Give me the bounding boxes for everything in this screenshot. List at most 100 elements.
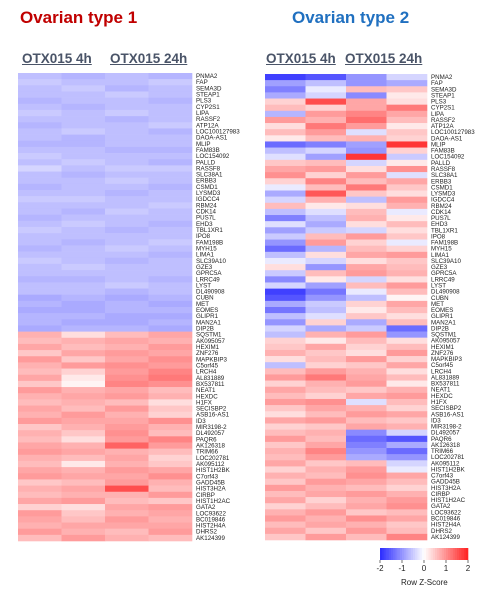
gene-label: IGDCC4 <box>431 197 455 204</box>
heatmap-cell <box>18 356 62 363</box>
heatmap-cell <box>61 374 106 382</box>
heatmap-cell <box>105 337 149 345</box>
heatmap-cell <box>148 257 193 265</box>
gene-label: AK095112 <box>431 460 460 467</box>
heatmap-cell <box>386 307 428 314</box>
heatmap-cell <box>61 307 106 314</box>
heatmap-cell <box>105 442 149 449</box>
heatmap-cell <box>148 368 193 376</box>
heatmap-cell <box>386 159 428 167</box>
panel2-title: Ovarian type 2 <box>292 8 410 27</box>
heatmap-cell <box>105 534 149 542</box>
heatmap-cell <box>346 215 387 222</box>
heatmap-cell <box>148 251 193 259</box>
color-key-swatch <box>428 548 431 560</box>
heatmap-cell <box>61 226 106 234</box>
gene-label: HEXDC <box>431 393 453 400</box>
heatmap-cell <box>148 270 193 277</box>
heatmap-cell <box>386 362 428 369</box>
heatmap-cell <box>386 294 428 302</box>
heatmap-cell <box>148 405 193 412</box>
heatmap-cell <box>18 276 62 283</box>
color-key-tick-label: -2 <box>376 564 384 573</box>
heatmap-cell <box>18 442 62 449</box>
heatmap-cell <box>105 313 149 320</box>
heatmap-cell <box>18 467 62 474</box>
heatmap-cell <box>148 146 193 154</box>
gene-label: CSMD1 <box>196 184 218 191</box>
heatmap-cell <box>265 282 306 289</box>
gene-label: LOC202781 <box>196 455 230 462</box>
color-key-swatch <box>432 548 436 560</box>
heatmap-cell <box>305 264 347 271</box>
heatmap-cell <box>148 196 193 203</box>
heatmap-cell <box>386 503 428 510</box>
gene-label: SEMA3D <box>431 86 457 93</box>
heatmap-cell <box>265 86 306 93</box>
heatmap-cell <box>305 429 347 437</box>
heatmap-cell <box>305 159 347 167</box>
heatmap-cell <box>148 448 193 456</box>
heatmap-cell <box>265 527 306 535</box>
heatmap-cell <box>61 417 106 425</box>
color-key-tick-label: -1 <box>398 564 406 573</box>
heatmap-cell <box>18 337 62 345</box>
gene-label: NEAT1 <box>431 387 451 394</box>
heatmap-cell <box>61 300 106 308</box>
heatmap-cell <box>105 171 149 178</box>
heatmap-cell <box>346 184 387 191</box>
heatmap-cell <box>61 454 106 462</box>
gene-label: AK095057 <box>196 338 225 345</box>
heatmap-cell <box>346 129 387 136</box>
heatmap-cell <box>148 214 193 222</box>
gene-label: GPRC5A <box>196 270 222 277</box>
heatmap-cell <box>346 411 387 418</box>
heatmap-cell <box>305 349 347 357</box>
heatmap-cell <box>61 405 106 412</box>
gene-label: PLS3 <box>431 99 447 106</box>
color-key-swatch <box>408 548 412 560</box>
heatmap-cell <box>305 319 347 326</box>
heatmap-cell <box>346 398 387 406</box>
gene-label: MYH15 <box>431 246 452 253</box>
heatmap-cell <box>61 196 106 203</box>
heatmap-cell <box>18 313 62 320</box>
heatmap-cell <box>105 276 149 283</box>
heatmap-cell <box>18 343 62 351</box>
heatmap-cell <box>148 380 193 388</box>
gene-label: SQSTM1 <box>196 332 222 339</box>
gene-label: STEAP1 <box>196 92 220 99</box>
heatmap-cell <box>265 417 306 424</box>
heatmap-cell <box>61 497 106 505</box>
gene-label: DL490908 <box>431 289 460 296</box>
heatmap-cell <box>386 343 428 351</box>
heatmap-cell <box>265 257 306 265</box>
heatmap-cell <box>346 307 387 314</box>
heatmap-cell <box>265 215 306 222</box>
heatmap-cell <box>18 387 62 394</box>
heatmap-cell <box>346 497 387 504</box>
heatmap-cell <box>18 331 62 339</box>
color-key-swatch <box>446 548 449 560</box>
heatmap-cell <box>386 300 428 308</box>
heatmap-cell <box>386 172 428 179</box>
heatmap-cell <box>386 215 428 222</box>
heatmap-cell <box>61 510 106 517</box>
heatmap-cell <box>265 104 306 112</box>
heatmap-cell <box>61 325 106 332</box>
heatmap-cell <box>265 356 306 363</box>
heatmap-cell <box>105 300 149 308</box>
gene-label: SLC38A1 <box>431 172 458 179</box>
heatmap-cell <box>265 398 306 406</box>
heatmap-cell <box>346 221 387 228</box>
heatmap-cell <box>18 85 62 92</box>
heatmap-cell <box>386 276 428 283</box>
heatmap-cell <box>305 466 347 473</box>
gene-label: ATP12A <box>431 123 454 130</box>
heatmap-cell <box>305 386 347 394</box>
heatmap-cell <box>61 436 106 443</box>
heatmap-cell <box>18 528 62 536</box>
heatmap-cell <box>148 411 193 419</box>
heatmap-cell <box>386 221 428 228</box>
heatmap-cell <box>105 134 149 142</box>
